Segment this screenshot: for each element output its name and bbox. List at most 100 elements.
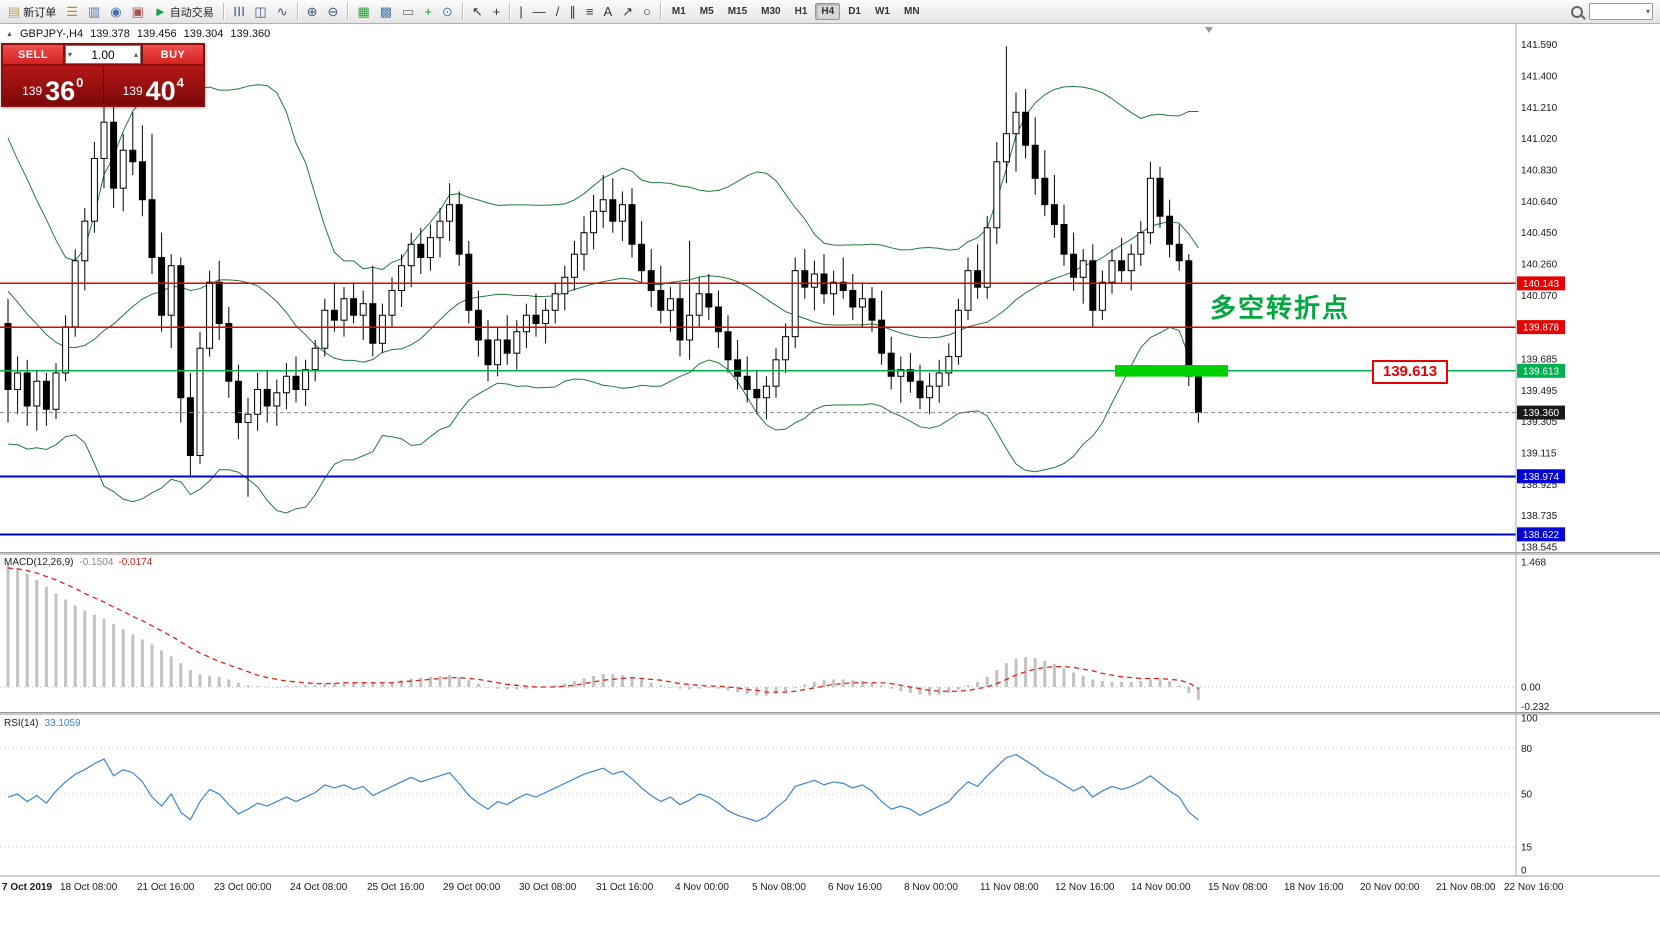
panel-separator[interactable]	[0, 712, 1660, 715]
buy-button[interactable]: 139 40 4	[103, 66, 203, 105]
price-callout-label[interactable]: 139.613	[1372, 360, 1448, 384]
crosshair-icon[interactable]: +	[489, 1, 505, 23]
trendline-icon[interactable]: /	[552, 1, 564, 23]
zoom-in-icon: ⊕	[306, 4, 318, 19]
toolbar-separator	[461, 3, 463, 20]
sell-price-prefix: 139	[22, 84, 43, 98]
terminal-icon[interactable]: ▣	[128, 1, 148, 23]
horizontal-line-icon[interactable]: —	[529, 1, 550, 23]
rsi-scale-label: 100	[1521, 714, 1538, 725]
timeframe-m1[interactable]: M1	[671, 6, 686, 17]
rsi-label-text: RSI(14)	[4, 718, 39, 729]
timeframe-m5[interactable]: M5	[699, 6, 714, 17]
svg-text:139.360: 139.360	[1523, 408, 1560, 419]
time-axis[interactable]: 7 Oct 2019 18 Oct 08:00 21 Oct 16:00 23 Oct…	[2, 882, 1564, 893]
svg-text:140.260: 140.260	[1521, 260, 1558, 271]
svg-text:139.115: 139.115	[1521, 449, 1557, 460]
bar-chart-icon[interactable]: ☰	[229, 1, 249, 23]
text-tool-icon: A	[603, 4, 613, 19]
sell-button[interactable]: 139 36 0	[3, 66, 104, 105]
price-badge	[1517, 320, 1565, 335]
svg-text:18 Oct 08:00: 18 Oct 08:00	[60, 882, 118, 893]
shapes-icon[interactable]: ○	[639, 1, 655, 23]
arrow-tool-icon: ↗	[622, 4, 634, 19]
timeframe-w1[interactable]: W1	[874, 6, 890, 17]
timeframe-mn[interactable]: MN	[903, 6, 920, 17]
sell-tab[interactable]: SELL	[3, 45, 63, 64]
svg-text:4 Nov 00:00: 4 Nov 00:00	[675, 882, 729, 893]
volume-decrease-button[interactable]: ▾	[68, 49, 73, 59]
crosshair-icon: +	[492, 4, 501, 19]
svg-text:138.545: 138.545	[1521, 543, 1558, 554]
panel-separator[interactable]	[0, 552, 1660, 555]
svg-text:14 Nov 00:00: 14 Nov 00:00	[1131, 882, 1191, 893]
tile-windows-icon[interactable]: ▦	[353, 1, 373, 23]
indicators-button[interactable]: +	[420, 1, 436, 23]
cycles-icon[interactable]: ⊙	[438, 1, 457, 23]
svg-text:141.400: 141.400	[1521, 71, 1558, 82]
candlestick-chart-icon: ◫	[254, 4, 267, 19]
macd-indicator-label: MACD(12,26,9) -0.1504 -0.0174	[4, 557, 152, 568]
svg-text:138.735: 138.735	[1521, 511, 1558, 522]
svg-text:5 Nov 08:00: 5 Nov 08:00	[752, 882, 806, 893]
toolbar-separator	[347, 3, 349, 20]
turning-point-annotation[interactable]: 多空转折点	[1210, 293, 1351, 323]
data-window-icon[interactable]: ▥	[84, 1, 104, 23]
svg-text:24 Oct 08:00: 24 Oct 08:00	[290, 882, 348, 893]
ohlc-low: 139.304	[183, 28, 224, 40]
new-order-button[interactable]: ▤ 新订单	[4, 1, 60, 23]
macd-scale-label: -0.232	[1521, 702, 1550, 713]
cycles-icon: ⊙	[441, 4, 453, 19]
cursor-icon: ↖	[471, 4, 483, 19]
svg-text:30 Oct 08:00: 30 Oct 08:00	[519, 882, 577, 893]
macd-signal-line	[7, 567, 1199, 693]
data-window-icon: ▥	[87, 4, 101, 19]
cascade-windows-icon[interactable]: ▩	[376, 1, 396, 23]
zoom-out-icon: ⊖	[327, 4, 339, 19]
text-tool-icon[interactable]: A	[599, 1, 616, 23]
sell-price-big: 36	[45, 76, 76, 106]
timeframe-m30[interactable]: M30	[761, 6, 781, 17]
arrow-tool-icon[interactable]: ↗	[618, 1, 637, 23]
svg-text:18 Nov 16:00: 18 Nov 16:00	[1284, 882, 1344, 893]
svg-text:140.070: 140.070	[1521, 291, 1558, 302]
zoom-out-icon[interactable]: ⊖	[324, 1, 343, 23]
oneclick-collapse-icon[interactable]: ▲	[6, 30, 13, 38]
macd-value: -0.1504	[79, 557, 114, 568]
timeframe-m15[interactable]: M15	[727, 6, 748, 17]
autotrading-button[interactable]: ► 自动交易	[150, 1, 218, 23]
arrange-windows-icon[interactable]: ▭	[398, 1, 418, 23]
toolbar-separator	[296, 3, 298, 20]
timeframe-d1[interactable]: D1	[848, 6, 861, 17]
arrange-windows-icon: ▭	[402, 4, 415, 19]
market-watch-icon[interactable]: ☰	[62, 1, 82, 23]
chart-shift-marker[interactable]	[1205, 27, 1213, 33]
svg-text:6 Nov 16:00: 6 Nov 16:00	[828, 882, 882, 893]
timeframe-h1[interactable]: H1	[794, 6, 808, 17]
svg-text:138.925: 138.925	[1521, 480, 1558, 491]
cursor-icon[interactable]: ↖	[468, 1, 487, 23]
buy-tab[interactable]: BUY	[143, 45, 203, 64]
fibonacci-icon: ≡	[585, 4, 594, 19]
svg-text:20 Nov 00:00: 20 Nov 00:00	[1360, 882, 1420, 893]
volume-input[interactable]	[79, 46, 127, 63]
line-chart-icon[interactable]: ∿	[273, 1, 292, 23]
volume-increase-button[interactable]: ▴	[133, 49, 138, 59]
bar-chart-icon: ☰	[231, 5, 247, 18]
zoom-in-icon[interactable]: ⊕	[303, 1, 322, 23]
price-scale: 141.590 141.400 141.210 141.020 140.830 140.6…	[1517, 40, 1565, 554]
indicators-icon: +	[424, 4, 432, 19]
timeframe-h4[interactable]: H4	[815, 3, 841, 20]
price-badge	[1517, 276, 1565, 291]
navigator-icon[interactable]: ◉	[106, 1, 125, 23]
quick-search-box[interactable]: ▾	[1589, 3, 1653, 20]
fibonacci-icon[interactable]: ≡	[582, 1, 598, 23]
channel-icon[interactable]: ∥	[565, 1, 580, 23]
highlight-rectangle[interactable]	[1115, 365, 1228, 377]
vertical-line-icon[interactable]: |	[515, 1, 526, 23]
candlestick-chart-icon[interactable]: ◫	[250, 1, 270, 23]
search-icon[interactable]	[1571, 5, 1583, 18]
svg-text:140.640: 140.640	[1521, 197, 1558, 208]
sell-price-sup: 0	[76, 75, 84, 90]
rsi-line	[7, 753, 1199, 823]
